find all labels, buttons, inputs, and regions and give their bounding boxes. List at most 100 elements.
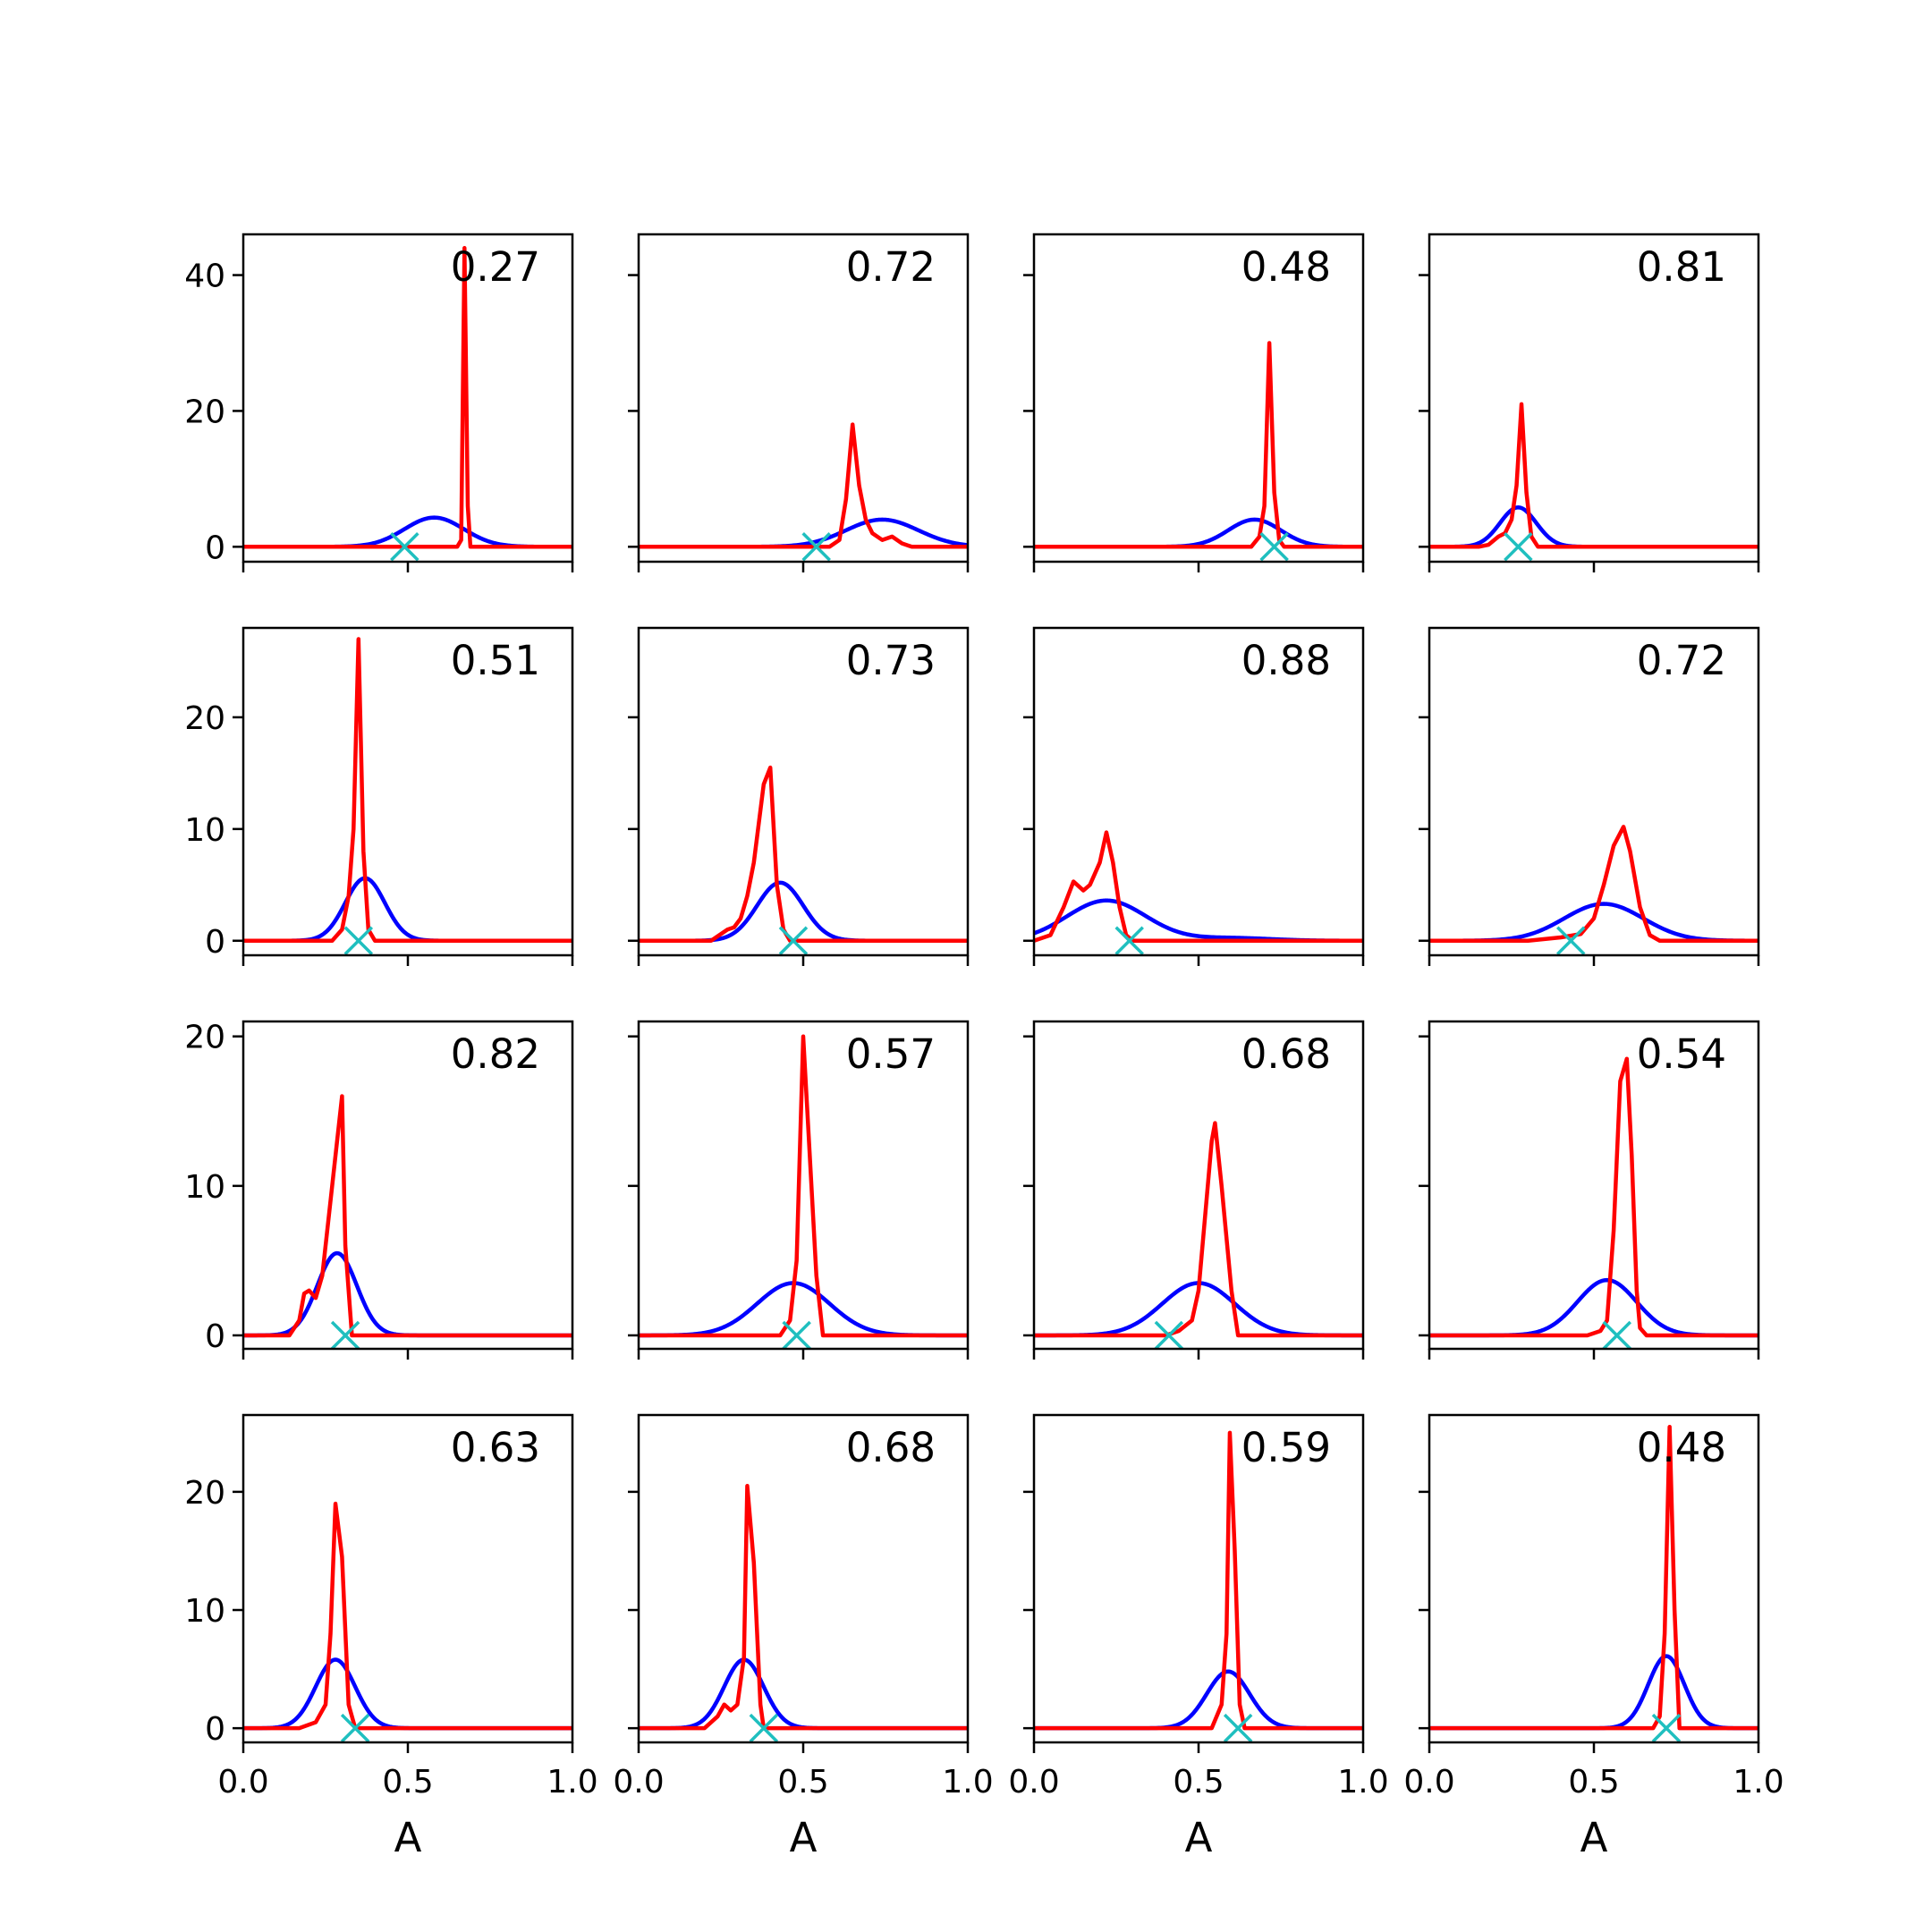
x-tick-label: 0.5 (1568, 1764, 1619, 1801)
posterior-line (1429, 1056, 1758, 1338)
panel-label: 0.72 (1637, 637, 1726, 684)
panel: 0.73 (628, 626, 970, 966)
posterior-line (1429, 1424, 1758, 1731)
panel-label: 0.48 (1637, 1424, 1726, 1471)
panel: 0.63 0 10 20 0.0 0.5 1.0 A (184, 1413, 598, 1861)
panel: 0.48 0.0 0.5 1.0 A (1403, 1413, 1784, 1861)
y-tick-label: 10 (184, 812, 225, 849)
true-value-marker (749, 1713, 779, 1743)
panel: 0.72 (628, 233, 970, 572)
posterior-line (639, 1484, 968, 1731)
true-value-marker (1556, 926, 1586, 955)
panel-label: 0.82 (451, 1030, 540, 1078)
x-tick-label: 0.5 (1173, 1764, 1224, 1801)
y-tick-label: 0 (205, 530, 225, 566)
plot-area (1429, 825, 1758, 944)
y-tick-label: 0 (205, 1318, 225, 1355)
plot-area (1034, 830, 1363, 944)
posterior-line (1429, 402, 1758, 549)
plot-area (1034, 1121, 1363, 1338)
posterior-line (1034, 1121, 1363, 1338)
panel-label: 0.72 (846, 243, 936, 291)
true-value-marker (343, 926, 374, 955)
posterior-line (639, 422, 968, 549)
true-value-marker (340, 1713, 370, 1743)
x-axis-label: A (1185, 1814, 1213, 1861)
true-value-marker (801, 532, 831, 562)
panel: 0.57 (628, 1020, 970, 1360)
y-tick-label: 20 (184, 700, 225, 737)
panel-label: 0.73 (846, 637, 936, 684)
true-value-marker (330, 1320, 360, 1351)
panel: 0.51 0 10 20 (184, 626, 574, 966)
panel: 0.68 (1023, 1020, 1365, 1360)
posterior-line (243, 245, 572, 549)
panel: 0.72 (1419, 626, 1760, 966)
x-tick-label: 0.0 (1008, 1764, 1059, 1801)
plot-area (1034, 1430, 1363, 1731)
panel: 0.27 0 20 40 (184, 233, 574, 572)
x-axis-label: A (394, 1814, 422, 1861)
posterior-line (1034, 830, 1363, 944)
posterior-line (1429, 825, 1758, 944)
plot-area (639, 1484, 968, 1731)
y-tick-label: 40 (184, 258, 225, 295)
plot-area (243, 245, 572, 549)
true-value-marker (1259, 532, 1289, 562)
panel-label: 0.88 (1241, 637, 1331, 684)
panel-label: 0.54 (1637, 1030, 1726, 1078)
true-value-marker (1651, 1713, 1682, 1743)
plot-area (1034, 341, 1363, 549)
x-tick-label: 1.0 (547, 1764, 597, 1801)
true-value-marker (1504, 532, 1533, 562)
panel: 0.48 (1023, 233, 1365, 572)
panel-label: 0.27 (451, 243, 540, 291)
true-value-marker (1114, 926, 1144, 955)
posterior-line (1034, 1430, 1363, 1731)
y-tick-label: 0 (205, 1711, 225, 1748)
panel: 0.54 (1419, 1020, 1760, 1360)
panel-label: 0.63 (451, 1424, 540, 1471)
x-axis-label: A (790, 1814, 818, 1861)
plot-area (243, 1501, 572, 1731)
panel-label: 0.51 (451, 637, 540, 684)
panel: 0.68 0.0 0.5 1.0 A (613, 1413, 994, 1861)
panel-label: 0.81 (1637, 243, 1726, 291)
true-value-marker (782, 1320, 811, 1351)
x-tick-label: 0.0 (613, 1764, 664, 1801)
x-tick-label: 0.0 (217, 1764, 268, 1801)
panel-label: 0.57 (846, 1030, 936, 1078)
y-tick-label: 10 (184, 1169, 225, 1206)
y-tick-label: 20 (184, 394, 225, 430)
true-value-marker (778, 926, 809, 955)
plot-area (639, 422, 968, 549)
panel: 0.88 (1023, 626, 1365, 966)
true-value-marker (390, 532, 419, 562)
plot-area (1429, 1424, 1758, 1731)
plot-area (639, 1034, 968, 1338)
true-value-marker (1602, 1320, 1631, 1351)
panel-label: 0.48 (1241, 243, 1331, 291)
posterior-line (639, 1034, 968, 1338)
x-tick-label: 0.0 (1403, 1764, 1454, 1801)
panel-label: 0.59 (1241, 1424, 1331, 1471)
x-tick-label: 1.0 (942, 1764, 993, 1801)
panel: 0.81 (1419, 233, 1760, 572)
plot-area (1429, 1056, 1758, 1338)
posterior-line (1034, 341, 1363, 549)
posterior-line (243, 1094, 572, 1338)
plot-area (243, 1094, 572, 1338)
plot-area (243, 637, 572, 944)
y-tick-label: 10 (184, 1593, 225, 1630)
true-value-marker (1154, 1320, 1184, 1351)
x-tick-label: 1.0 (1337, 1764, 1388, 1801)
panel: 0.82 0 10 20 (184, 1020, 574, 1360)
panel: 0.59 0.0 0.5 1.0 A (1008, 1413, 1389, 1861)
x-tick-label: 0.5 (777, 1764, 828, 1801)
panel-label: 0.68 (1241, 1030, 1331, 1078)
y-tick-label: 20 (184, 1475, 225, 1512)
panel-label: 0.68 (846, 1424, 936, 1471)
